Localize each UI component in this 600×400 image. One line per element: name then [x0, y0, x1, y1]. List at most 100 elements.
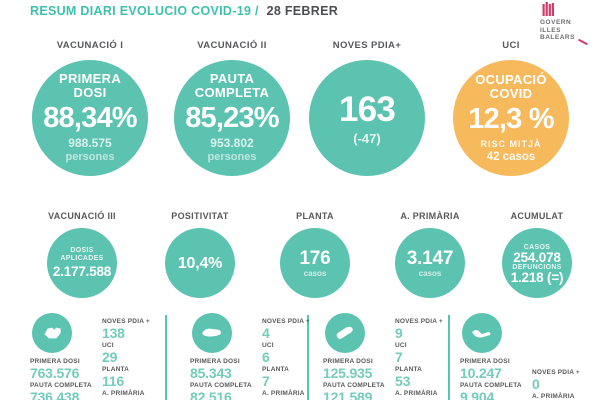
vacunacio-2-circle: PAUTA COMPLETA 85,23% 953.802 persones	[174, 60, 290, 176]
circle-value: 10,4%	[177, 254, 223, 272]
circle-title-line1: DOSIS	[70, 246, 94, 254]
page-title: RESUM DIARI EVOLUCIO COVID-19 / 28 FEBRE…	[30, 4, 338, 18]
acumulat-deaths-value: 1.218 (=)	[510, 270, 564, 285]
stat-primaria: A. PRIMÀRIA 3.147 casos	[375, 211, 485, 298]
circle-value: 2.177.588	[52, 263, 112, 279]
metric-label: NOVES PDIA +	[262, 318, 310, 325]
circle-title-line1: PRIMERA	[58, 71, 122, 86]
circle-title-line2: DOSI	[73, 85, 107, 100]
circle-title-line2: COVID	[489, 86, 533, 101]
circle-sub-label: persones	[207, 151, 257, 163]
metric-label: PRIMERA DOSI	[190, 358, 240, 365]
metric-label: A. PRIMÀRIA	[102, 390, 145, 397]
circle-delta: (-47)	[353, 131, 381, 146]
metric-label: A. PRIMÀRIA	[262, 390, 305, 397]
metric-label: PRIMERA DOSI	[323, 358, 373, 365]
island-left-column: PRIMERA DOSI 125.935 PAUTA COMPLETA 121.…	[323, 356, 393, 400]
metric-value: 6	[262, 349, 270, 365]
logo-line-3: BALEARS	[540, 34, 575, 41]
divider	[165, 315, 167, 400]
circle-title-line2: APLICADES	[60, 254, 104, 262]
metric-value: 82.516	[190, 389, 232, 400]
stat-label: VACUNACIÓ III	[48, 211, 116, 221]
stat-label: VACUNACIÓ I	[56, 40, 124, 51]
metric-label: PRIMERA DOSI	[30, 358, 80, 365]
stat-label: VACUNACIÓ II	[197, 40, 267, 51]
metric-value: 4	[262, 325, 270, 341]
island-left-column: PRIMERA DOSI 10.247 PAUTA COMPLETA 9.904…	[460, 356, 530, 400]
mallorca-island-icon	[32, 313, 72, 353]
metric-value: 138	[102, 325, 125, 341]
circle-risk-label: RISC MITJÀ	[480, 139, 542, 149]
circle-value: 176	[299, 248, 331, 269]
stat-vacunacio-1: VACUNACIÓ I PRIMERA DOSI 88,34% 988.575 …	[30, 40, 150, 176]
logo-line-2: ILLES	[540, 26, 561, 34]
primaria-circle: 3.147 casos	[395, 228, 465, 298]
metric-value: 116	[102, 373, 124, 389]
metric-value: 53	[395, 373, 411, 389]
island-left-column: PRIMERA DOSI 763.576 PAUTA COMPLETA 736.…	[30, 356, 100, 400]
eivissa-island-icon	[325, 313, 365, 353]
metric-value: 736.438	[30, 389, 80, 400]
stat-label: UCI	[502, 40, 520, 51]
metric-label: PAUTA COMPLETA	[30, 382, 92, 389]
stat-noves-pdia: NOVES PDIA+ 163 (-47)	[307, 40, 427, 176]
metric-label: NOVES PDIA +	[395, 318, 443, 325]
metric-label: NOVES PDIA +	[532, 369, 580, 376]
metric-label: PLANTA	[262, 366, 290, 373]
island-right-column: NOVES PDIA + 138 UCI 29 PLANTA 116 A. PR…	[102, 316, 162, 398]
circle-title-line2: COMPLETA	[194, 85, 270, 100]
uci-circle: OCUPACIÓ COVID 12,3 % RISC MITJÀ 42 caso…	[453, 60, 569, 176]
divider	[307, 315, 309, 400]
formentera-island-icon	[462, 313, 502, 353]
circle-title-line1: PAUTA	[209, 71, 255, 86]
govern-emblem-icon	[542, 2, 554, 16]
metric-label: PLANTA	[395, 366, 423, 373]
circle-value: 3.147	[406, 248, 454, 269]
circle-unit: casos	[418, 269, 442, 278]
acumulat-cases-label: CASOS	[523, 244, 551, 251]
circle-cases: 42 casos	[486, 151, 536, 163]
stat-positivitat: POSITIVITAT 10,4%	[145, 211, 255, 298]
metric-label: PAUTA COMPLETA	[190, 382, 252, 389]
metric-label: UCI	[102, 342, 114, 349]
page-title-date: 28 FEBRER	[266, 4, 339, 18]
circle-sub-label: persones	[65, 151, 115, 163]
stat-label: NOVES PDIA+	[332, 40, 402, 51]
island-right-column: NOVES PDIA + 0 A. PRIMÀRIA	[532, 367, 592, 400]
positivitat-circle: 10,4%	[165, 228, 235, 298]
stat-uci: UCI OCUPACIÓ COVID 12,3 % RISC MITJÀ 42 …	[451, 40, 571, 176]
noves-pdia-circle: 163 (-47)	[309, 60, 425, 176]
divider	[448, 315, 450, 400]
stat-acumulat: ACUMULAT CASOS 254.078 DEFUNCIONS 1.218 …	[482, 211, 592, 298]
planta-circle: 176 casos	[280, 228, 350, 298]
circle-value: 85,23%	[185, 102, 279, 134]
stat-vacunacio-2: VACUNACIÓ II PAUTA COMPLETA 85,23% 953.8…	[172, 40, 292, 176]
metric-label: PRIMERA DOSI	[460, 358, 510, 365]
metric-value: 9.904	[460, 389, 495, 400]
vacunacio-1-circle: PRIMERA DOSI 88,34% 988.575 persones	[32, 60, 148, 176]
metric-label: PAUTA COMPLETA	[460, 382, 522, 389]
stat-label: A. PRIMÀRIA	[400, 211, 460, 221]
logo-line-1: GOVERN	[540, 19, 572, 26]
stat-label: PLANTA	[296, 211, 334, 221]
circle-title-line1: OCUPACIÓ	[475, 72, 547, 87]
metric-label: PAUTA COMPLETA	[323, 382, 385, 389]
island-right-column: NOVES PDIA + 4 UCI 6 PLANTA 7 A. PRIMÀRI…	[262, 316, 322, 398]
metric-value: 0	[532, 376, 540, 392]
circle-value: 12,3 %	[468, 103, 554, 135]
govern-logo: GOVERN ILLES BALEARS	[540, 2, 590, 45]
island-right-column: NOVES PDIA + 9 UCI 7 PLANTA 53 A. PRIMÀR…	[395, 316, 455, 398]
acumulat-deaths-label: DEFUNCIONS	[512, 264, 562, 271]
metric-value: 125.935	[323, 365, 373, 381]
circle-value: 88,34%	[43, 102, 137, 134]
metric-label: UCI	[262, 342, 274, 349]
metric-value: 85.343	[190, 365, 232, 381]
acumulat-circle: CASOS 254.078 DEFUNCIONS 1.218 (=)	[502, 228, 572, 298]
stat-label: POSITIVITAT	[171, 211, 229, 221]
metric-label: UCI	[395, 342, 407, 349]
acumulat-cases-value: 254.078	[513, 250, 561, 265]
metric-value: 763.576	[30, 365, 80, 381]
metric-label: NOVES PDIA +	[102, 318, 150, 325]
metric-label: PLANTA	[102, 366, 130, 373]
